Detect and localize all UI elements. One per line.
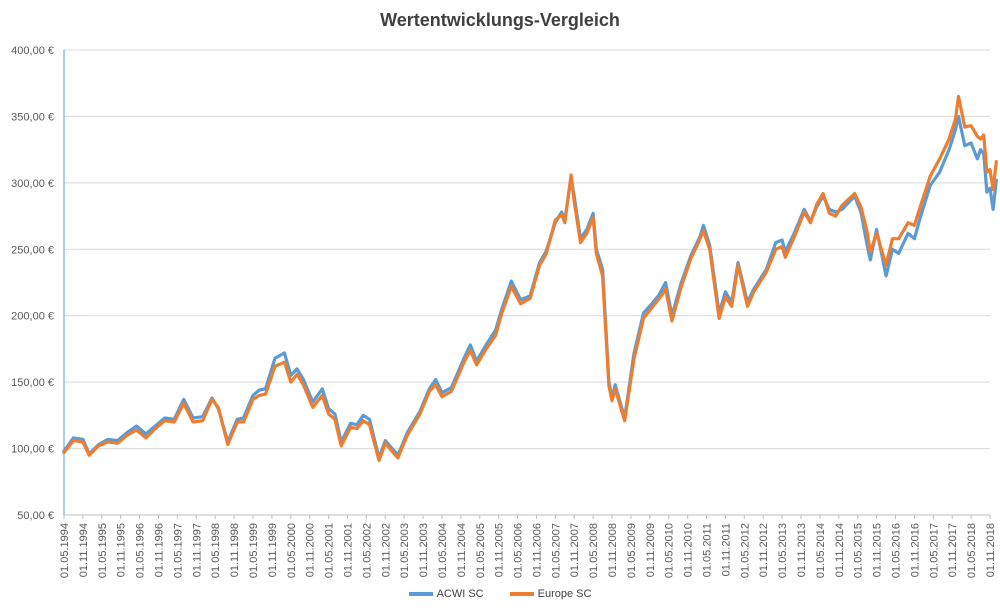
x-tick-label: 01.11.2012 xyxy=(758,523,770,577)
legend-item-acwi-sc: ACWI SC xyxy=(408,588,484,600)
x-tick-label: 01.05.2002 xyxy=(361,523,373,578)
x-tick-label: 01.05.2005 xyxy=(475,523,487,578)
x-tick-label: 01.05.2012 xyxy=(739,523,751,578)
legend-label-europe-sc: Europe SC xyxy=(537,588,592,600)
x-tick-label: 01.11.2009 xyxy=(645,523,657,577)
x-tick-label: 01.11.2005 xyxy=(494,523,506,577)
x-tick-label: 01.11.1994 xyxy=(78,523,90,577)
x-tick-label: 01.05.1997 xyxy=(172,523,184,578)
x-tick-label: 01.05.1999 xyxy=(248,523,260,578)
x-tick-label: 01.11.2007 xyxy=(569,523,581,577)
x-tick-label: 01.11.1996 xyxy=(153,523,165,577)
x-tick-label: 01.11.2010 xyxy=(683,523,695,577)
legend-label-acwi-sc: ACWI SC xyxy=(436,588,484,600)
x-tick-label: 01.05.2010 xyxy=(664,523,676,578)
x-tick-label: 01.11.2004 xyxy=(456,523,468,577)
legend-swatch-acwi-sc xyxy=(408,592,433,596)
x-tick-label: 01.11.2017 xyxy=(947,523,959,577)
x-tick-label: 01.05.2015 xyxy=(853,523,865,578)
x-tick-label: 01.11.2003 xyxy=(418,523,430,577)
x-tick-label: 01.05.2006 xyxy=(513,523,525,578)
y-tick-label: 250,00 € xyxy=(11,244,54,256)
chart-title: Wertentwicklungs-Vergleich xyxy=(380,10,620,30)
x-tick-label: 01.11.2000 xyxy=(305,523,317,577)
y-tick-label: 150,00 € xyxy=(11,377,54,389)
x-tick-label: 01.05.2001 xyxy=(324,523,336,578)
x-tick-label: 01.05.1996 xyxy=(135,523,147,578)
x-tick-label: 01.05.2007 xyxy=(550,523,562,578)
x-tick-label: 01.11.2001 xyxy=(342,523,354,577)
x-tick-label: 01.05.2011 xyxy=(702,523,714,577)
y-tick-label: 400,00 € xyxy=(11,45,54,57)
x-tick-label: 01.11.1995 xyxy=(116,523,128,577)
x-tick-label: 01.11.2002 xyxy=(380,523,392,577)
x-tick-label: 01.05.2000 xyxy=(286,523,298,578)
x-tick-label: 01.11.2011 xyxy=(720,523,732,576)
x-tick-label: 01.11.1999 xyxy=(267,523,279,577)
x-tick-label: 01.11.2006 xyxy=(531,523,543,577)
x-tick-label: 01.11.2015 xyxy=(872,523,884,577)
y-tick-label: 100,00 € xyxy=(11,444,54,456)
x-tick-label: 01.05.2018 xyxy=(966,523,978,578)
x-tick-label: 01.11.2008 xyxy=(607,523,619,577)
series-line-acwi-sc xyxy=(62,114,998,460)
legend-swatch-europe-sc xyxy=(509,592,534,596)
x-tick-label: 01.11.2014 xyxy=(834,523,846,577)
x-tick-label: 01.11.1997 xyxy=(191,523,203,577)
x-tick-label: 01.05.2016 xyxy=(891,523,903,578)
y-tick-label: 200,00 € xyxy=(11,311,54,323)
x-tick-label: 01.05.1995 xyxy=(97,523,109,578)
x-tick-label: 01.05.2013 xyxy=(777,523,789,578)
x-tick-label: 01.05.1994 xyxy=(59,523,71,578)
x-tick-label: 01.11.1998 xyxy=(229,523,241,577)
series-line-europe-sc xyxy=(62,94,998,463)
y-tick-label: 50,00 € xyxy=(17,510,54,522)
x-tick-label: 01.11.2013 xyxy=(796,523,808,577)
x-tick-label: 01.11.2018 xyxy=(985,523,997,577)
legend: ACWI SC Europe SC xyxy=(0,588,1000,600)
x-tick-label: 01.05.2009 xyxy=(626,523,638,578)
x-tick-label: 01.05.2017 xyxy=(928,523,940,578)
y-tick-label: 350,00 € xyxy=(11,111,54,123)
x-tick-label: 01.05.1998 xyxy=(210,523,222,578)
x-tick-label: 01.05.2014 xyxy=(815,523,827,578)
y-tick-label: 300,00 € xyxy=(11,178,54,190)
x-tick-label: 01.05.2003 xyxy=(399,523,411,578)
x-tick-label: 01.05.2004 xyxy=(437,523,449,578)
legend-item-europe-sc: Europe SC xyxy=(509,588,592,600)
x-tick-label: 01.11.2016 xyxy=(909,523,921,577)
x-tick-label: 01.05.2008 xyxy=(588,523,600,578)
